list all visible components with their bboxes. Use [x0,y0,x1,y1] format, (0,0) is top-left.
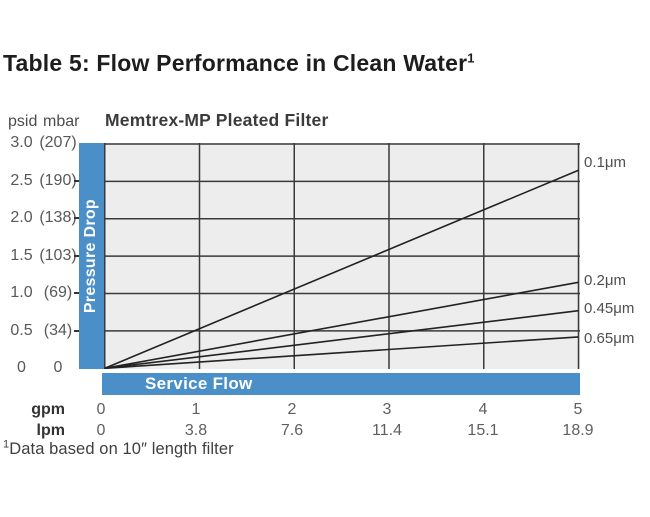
series-label-0.1um: 0.1μm [584,154,626,171]
pressure-drop-label: Pressure Drop [82,198,100,314]
y-axis-row: 1.0 (69) [0,284,80,302]
axis-tick-mark [74,180,79,182]
x-tick-gpm: 2 [287,401,297,418]
y-tick-mbar: 0 [53,359,63,376]
x-unit-lpm-label: lpm [36,422,65,439]
series-label-0.2um: 0.2μm [584,272,626,289]
x-tick-gpm: 5 [573,401,583,418]
y-tick-psid: 0.5 [10,322,33,339]
y-axis-row: 2.5 (190) [0,172,80,190]
y-tick-psid: 2.5 [10,172,33,189]
series-label-0.65um: 0.65μm [584,330,635,347]
y-axis-row: 1.5 (103) [0,247,80,265]
y-axis-row: 2.0 (138) [0,209,80,227]
x-tick-lpm: 3.8 [184,422,208,439]
plot-svg [103,143,580,369]
y-tick-psid: 1.5 [10,247,33,264]
x-tick-lpm: 15.1 [467,422,499,439]
y-axis-row: 0.5 (34) [0,322,80,340]
page-title-text: Table 5: Flow Performance in Clean Water [3,50,468,76]
footnote-text: Data based on 10″ length filter [9,440,234,458]
axis-tick-mark [74,255,79,257]
series-label-0.45um: 0.45μm [584,300,635,317]
y-tick-psid: 3.0 [10,134,33,151]
pressure-drop-bar: Pressure Drop [79,143,104,369]
service-flow-label: Service Flow [145,373,253,393]
footnote: 1Data based on 10″ length filter [3,438,234,459]
y-tick-mbar: (69) [43,284,73,301]
y-axis-row: 0 0 [0,359,80,377]
y-tick-mbar: (138) [39,209,77,226]
y-unit-mbar-header: mbar [43,113,80,130]
x-tick-lpm: 18.9 [562,422,594,439]
y-tick-mbar: (207) [39,134,77,151]
x-tick-gpm: 1 [191,401,201,418]
axis-tick-mark [74,330,79,332]
y-tick-mbar: (190) [39,172,77,189]
x-tick-lpm: 7.6 [280,422,304,439]
chart-subtitle: Memtrex-MP Pleated Filter [105,110,329,130]
title-superscript: 1 [467,50,475,66]
y-tick-mbar: (34) [43,322,73,339]
x-unit-gpm-label: gpm [31,401,65,418]
y-unit-psid-header: psid [8,113,38,130]
axis-tick-mark [74,292,79,294]
service-flow-bar: Service Flow [102,372,580,395]
x-tick-gpm: 3 [382,401,392,418]
plot-area [103,143,580,369]
y-tick-psid: 2.0 [10,209,33,226]
y-tick-psid: 0 [17,359,26,376]
y-axis-row: 3.0 (207) [0,134,80,152]
footnote-superscript: 1 [3,438,10,451]
page-title: Table 5: Flow Performance in Clean Water… [3,48,475,78]
y-tick-mbar: (103) [39,247,77,264]
x-tick-lpm: 11.4 [372,422,402,439]
x-tick-gpm: 0 [96,401,106,418]
x-tick-lpm: 0 [96,422,106,439]
axis-tick-mark [74,217,79,219]
x-tick-gpm: 4 [478,401,488,418]
y-tick-psid: 1.0 [10,284,33,301]
